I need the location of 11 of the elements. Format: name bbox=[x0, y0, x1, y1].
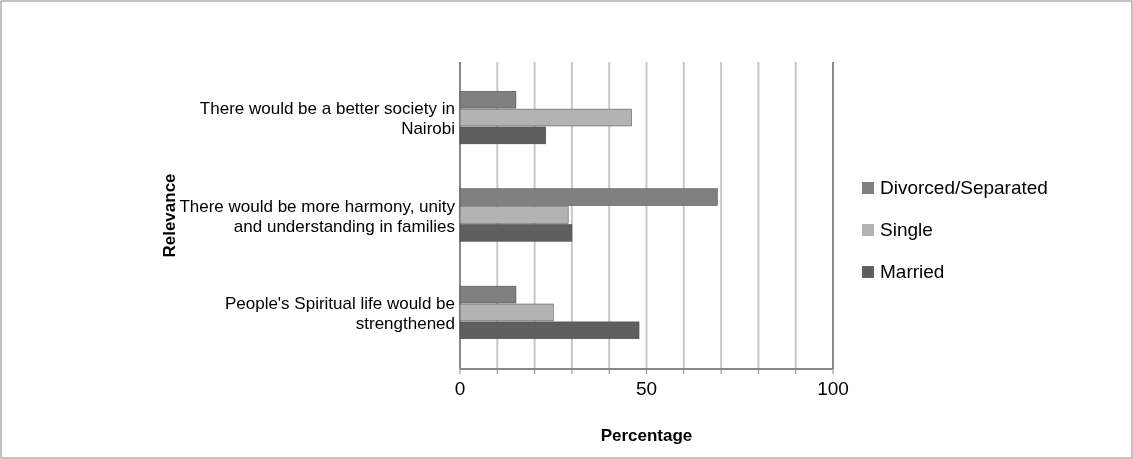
y-tick-label: There would be more harmony, unity and understanding in families bbox=[179, 196, 456, 236]
y-tick-label: There would be a better society in Nairobi bbox=[199, 99, 455, 139]
x-axis-title: Percentage bbox=[600, 426, 693, 445]
y-axis-title: Relevance bbox=[160, 173, 179, 258]
x-tick-label: 100 bbox=[817, 378, 849, 399]
legend-label: Divorced/Separated bbox=[880, 177, 1048, 198]
x-tick-label: 50 bbox=[635, 378, 658, 399]
legend-label: Married bbox=[880, 261, 945, 282]
x-tick-label: 0 bbox=[454, 378, 466, 399]
y-tick-label: People's Spiritual life would be strengthened bbox=[224, 293, 455, 333]
legend-label: Single bbox=[880, 219, 933, 240]
